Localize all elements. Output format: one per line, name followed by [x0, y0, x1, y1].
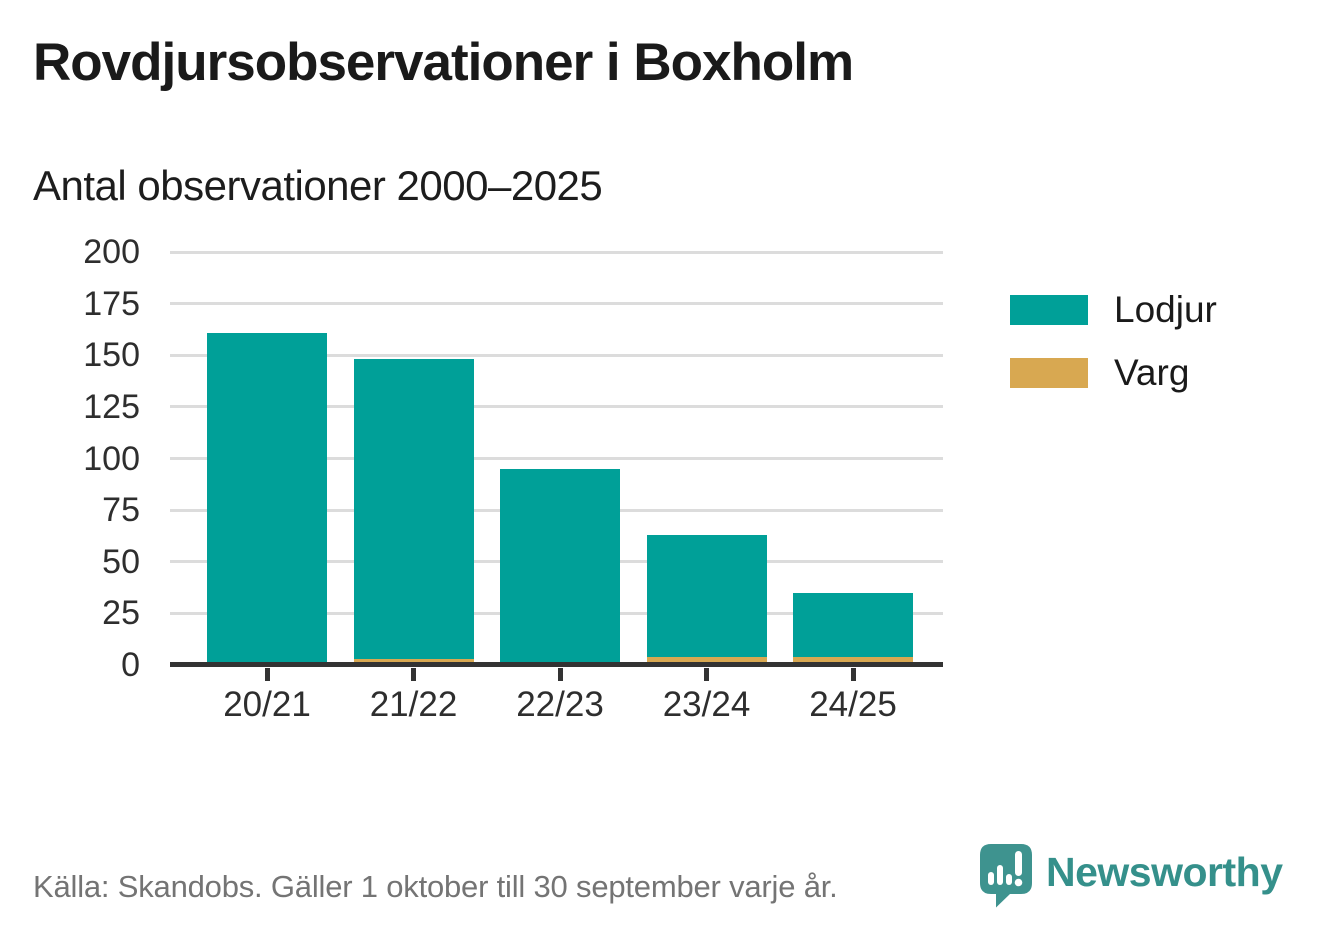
gridline-175 — [170, 302, 943, 306]
legend-label-varg: Varg — [1114, 352, 1190, 393]
x-tick-label-23-24: 23/24 — [662, 685, 751, 724]
brand-wordmark: Newsworthy — [1046, 848, 1283, 895]
y-tick-label-150: 150 — [83, 336, 140, 375]
bar-21-22-varg — [353, 658, 474, 665]
source-note: Källa: Skandobs. Gäller 1 oktober till 3… — [33, 869, 838, 904]
legend-item-lodjur: Lodjur — [1010, 291, 1217, 328]
x-tick-label-21-22: 21/22 — [369, 685, 458, 724]
gridline-100 — [170, 457, 943, 460]
legend-swatch-lodjur — [1010, 294, 1088, 325]
gridline-150 — [170, 353, 943, 357]
y-tick-label-125: 125 — [83, 387, 140, 426]
y-tick-label-175: 175 — [83, 284, 140, 323]
y-tick-label-0: 0 — [121, 646, 140, 684]
bar-23-24-varg — [646, 656, 767, 665]
y-tick-label-25: 25 — [102, 594, 140, 633]
chart-subtitle: Antal observationer 2000–2025 — [33, 162, 603, 209]
x-axis-line — [170, 662, 943, 667]
gridline-200 — [170, 250, 943, 254]
bar-21-22-lodjur — [353, 359, 474, 659]
y-tick-label-100: 100 — [83, 439, 140, 478]
bar-22-23-lodjur — [500, 468, 620, 665]
legend-swatch-varg — [1010, 357, 1088, 388]
brand-logo: Newsworthy — [980, 844, 1283, 908]
y-tick-label-50: 50 — [102, 542, 140, 581]
y-tick-label-75: 75 — [102, 491, 140, 530]
legend-item-varg: Varg — [1010, 354, 1217, 391]
bar-20-21-lodjur — [207, 332, 327, 665]
gridline-125 — [170, 405, 943, 409]
bar-24-25-varg — [793, 656, 913, 665]
x-tick-label-20-21: 20/21 — [223, 685, 311, 724]
legend: Lodjur Varg — [1010, 291, 1217, 417]
bar-23-24-lodjur — [646, 534, 767, 657]
legend-label-lodjur: Lodjur — [1114, 289, 1217, 330]
x-tick-24-25 — [850, 668, 856, 681]
plot-area — [170, 250, 943, 681]
y-axis-labels: 0 25 50 75 100 125 150 175 200 — [30, 235, 140, 682]
x-tick-21-22 — [411, 668, 416, 681]
x-tick-23-24 — [704, 668, 709, 681]
x-tick-20-21 — [264, 668, 270, 681]
bar-24-25-lodjur — [793, 592, 913, 657]
x-tick-label-24-25: 24/25 — [809, 685, 897, 724]
x-tick-22-23 — [557, 668, 563, 681]
x-axis-labels: 20/21 21/22 22/23 23/24 24/25 — [170, 687, 943, 732]
chart-title: Rovdjursobservationer i Boxholm — [33, 33, 854, 92]
newsworthy-bubble-icon — [980, 844, 1032, 908]
x-tick-label-22-23: 22/23 — [516, 685, 604, 724]
y-tick-label-200: 200 — [83, 233, 140, 271]
